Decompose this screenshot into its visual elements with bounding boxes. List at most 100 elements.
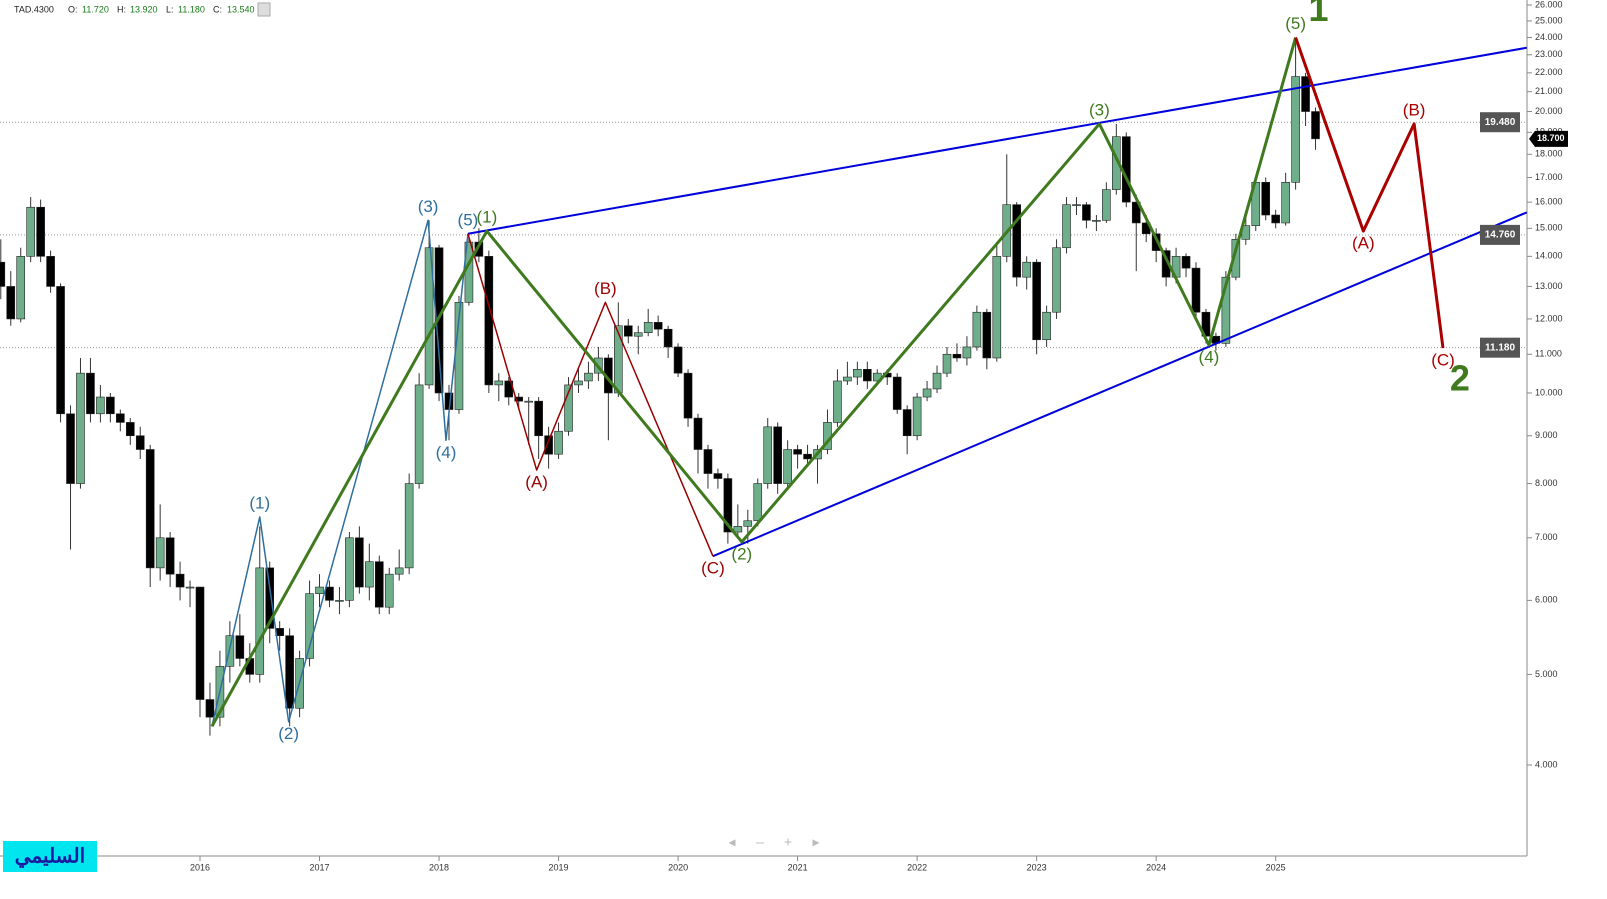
candle-body xyxy=(733,526,743,533)
candle-body xyxy=(474,241,484,257)
nav-zoom-in[interactable]: + xyxy=(784,834,792,850)
field-value: 11.720 xyxy=(82,4,109,14)
candle-body xyxy=(1271,214,1280,224)
y-tick-label: 16.000 xyxy=(1535,197,1563,207)
candle-body xyxy=(703,449,713,474)
wave-label: (1) xyxy=(476,208,497,227)
candle-body xyxy=(345,537,354,601)
field-value: 13.540 xyxy=(227,4,255,14)
candle-body xyxy=(554,430,563,455)
wave-label: (3) xyxy=(418,197,439,216)
candle-body xyxy=(942,353,952,374)
candle-body xyxy=(892,376,902,410)
field-key: H: xyxy=(117,4,126,14)
candle-body xyxy=(6,286,16,320)
price-label-box xyxy=(1480,337,1520,358)
price-label-box xyxy=(1480,112,1520,133)
candle-body xyxy=(135,435,145,450)
y-tick-label: 6.000 xyxy=(1535,595,1558,605)
y-tick-label: 13.000 xyxy=(1535,281,1563,291)
wave-label: (2) xyxy=(278,724,299,743)
candle-body xyxy=(175,573,185,588)
wave-label: (4) xyxy=(436,443,457,462)
wave-label: (C) xyxy=(1431,351,1455,370)
nav-left[interactable]: ◂ xyxy=(728,834,735,850)
candle-body xyxy=(534,400,543,437)
candle-body xyxy=(693,417,703,450)
candle-body xyxy=(1052,247,1061,313)
wave-label: (4) xyxy=(1199,348,1220,367)
candle-body xyxy=(1221,276,1231,344)
candle-body xyxy=(1301,76,1310,112)
wave-label: (A) xyxy=(525,473,548,492)
candle-body xyxy=(195,586,205,700)
candle-body xyxy=(106,396,115,415)
candle-body xyxy=(365,561,374,588)
candle-body xyxy=(384,573,394,608)
candle-body xyxy=(633,332,643,337)
candle-body xyxy=(165,537,175,575)
candle-body xyxy=(793,449,802,455)
candle-body xyxy=(932,372,942,390)
candle-body xyxy=(185,586,195,589)
candle-body xyxy=(1291,76,1300,183)
logo-text: السليمي xyxy=(15,845,85,868)
y-tick-label: 7.000 xyxy=(1535,532,1558,542)
x-tick-label: 2021 xyxy=(788,862,808,872)
candle-body xyxy=(96,396,105,415)
candle-body xyxy=(394,567,404,575)
candle-body xyxy=(902,409,912,437)
candle-body xyxy=(325,586,334,601)
candle-body xyxy=(1082,204,1091,221)
y-tick-label: 9.000 xyxy=(1535,430,1558,440)
wave-line xyxy=(467,46,1527,235)
y-tick-label: 10.000 xyxy=(1535,387,1563,397)
candle-body xyxy=(922,388,932,398)
nav-right[interactable]: ▸ xyxy=(812,834,819,850)
y-tick-label: 5.000 xyxy=(1535,669,1558,679)
x-tick-label: 2020 xyxy=(668,862,688,872)
candle-body xyxy=(1261,182,1271,216)
price-label-box xyxy=(1480,224,1520,245)
price-label: 14.760 xyxy=(1485,230,1516,241)
nav-zoom-out[interactable]: – xyxy=(756,834,764,850)
x-tick-label: 2016 xyxy=(190,862,210,872)
x-tick-label: 2022 xyxy=(907,862,927,872)
wave-line xyxy=(211,219,469,727)
nav-controls: ◂ – + ▸ xyxy=(728,834,819,850)
candle-body xyxy=(0,261,6,287)
y-tick-label: 24.000 xyxy=(1535,32,1563,42)
y-tick-label: 4.000 xyxy=(1535,759,1558,769)
candle-body xyxy=(1062,204,1071,249)
y-tick-label: 23.000 xyxy=(1535,49,1563,59)
y-tick-label: 26.000 xyxy=(1535,0,1563,9)
y-tick-label: 17.000 xyxy=(1535,172,1563,182)
wave-label: (2) xyxy=(731,544,752,563)
candle-body xyxy=(723,478,733,533)
wave-label: (A) xyxy=(1352,234,1375,253)
candle-body xyxy=(145,449,155,569)
candle-body xyxy=(1311,111,1320,140)
wave-label: (C) xyxy=(701,559,725,578)
candle-body xyxy=(205,699,215,718)
field-key: L: xyxy=(166,4,174,14)
candle-body xyxy=(235,635,245,659)
candle-body xyxy=(962,346,972,359)
candle-body xyxy=(484,256,494,386)
y-tick-label: 12.000 xyxy=(1535,313,1563,323)
candle-body xyxy=(1231,239,1241,278)
candle-body xyxy=(833,380,842,423)
wave-label: (5) xyxy=(1285,14,1306,33)
candle-body xyxy=(1092,219,1101,222)
field-key: C: xyxy=(213,4,222,14)
candle-body xyxy=(26,206,35,257)
field-key: O: xyxy=(68,4,78,14)
wave-line xyxy=(467,233,714,557)
menu-button[interactable] xyxy=(257,2,271,17)
candle-body xyxy=(1191,267,1201,313)
candle-body xyxy=(265,567,275,629)
candle-body xyxy=(125,422,135,437)
field-value: 11.180 xyxy=(178,4,205,14)
candle-body xyxy=(743,520,753,527)
